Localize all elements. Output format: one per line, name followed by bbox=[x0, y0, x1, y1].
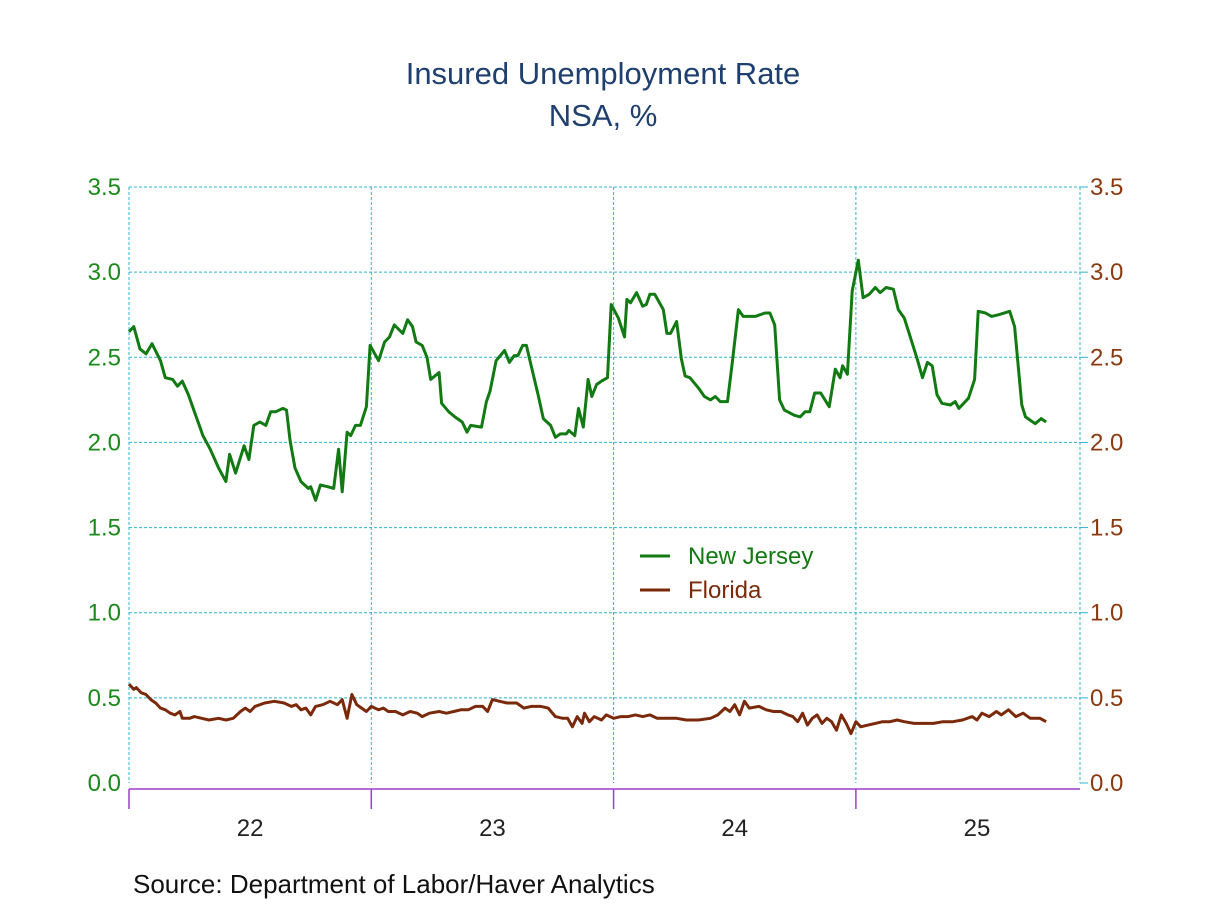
chart-subtitle: NSA, % bbox=[549, 98, 658, 133]
y-tick-label-right: 3.5 bbox=[1090, 174, 1123, 201]
y-tick-label-left: 0.5 bbox=[88, 685, 121, 712]
y-tick-label-left: 2.0 bbox=[88, 429, 121, 456]
chart-title: Insured Unemployment Rate bbox=[406, 56, 801, 91]
y-tick-label-right: 2.5 bbox=[1090, 344, 1123, 371]
y-tick-label-left: 2.5 bbox=[88, 344, 121, 371]
x-tick-label: 22 bbox=[237, 815, 264, 842]
y-tick-label-left: 0.0 bbox=[88, 770, 121, 797]
x-tick-label: 25 bbox=[964, 815, 991, 842]
y-tick-label-left: 3.5 bbox=[88, 174, 121, 201]
y-tick-label-left: 1.5 bbox=[88, 515, 121, 542]
y-tick-label-right: 0.0 bbox=[1090, 770, 1123, 797]
series-lines bbox=[127, 258, 1047, 736]
series-line-new-jersey bbox=[127, 258, 1047, 502]
source-note: Source: Department of Labor/Haver Analyt… bbox=[133, 869, 655, 899]
gridlines bbox=[128, 186, 1088, 784]
x-tick-label: 24 bbox=[721, 815, 748, 842]
y-axis-ticks: 0.0 0.0 0.5 0.5 1.0 1.0 1.5 1.5 2.0 2.0 2.5 2.5 3.0 3… bbox=[88, 174, 1124, 797]
legend-label-new-jersey: New Jersey bbox=[688, 543, 813, 570]
x-tick-label: 23 bbox=[479, 815, 506, 842]
x-axis: 22 23 24 25 bbox=[128, 788, 1080, 842]
y-tick-label-left: 3.0 bbox=[88, 259, 121, 286]
legend: New Jersey Florida bbox=[640, 543, 813, 604]
y-tick-label-right: 0.5 bbox=[1090, 685, 1123, 712]
y-tick-label-right: 2.0 bbox=[1090, 429, 1123, 456]
y-tick-label-right: 3.0 bbox=[1090, 259, 1123, 286]
series-line-florida bbox=[127, 683, 1047, 736]
y-tick-label-left: 1.0 bbox=[88, 600, 121, 627]
y-tick-label-right: 1.0 bbox=[1090, 600, 1123, 627]
legend-label-florida: Florida bbox=[688, 577, 762, 604]
y-tick-label-right: 1.5 bbox=[1090, 515, 1123, 542]
